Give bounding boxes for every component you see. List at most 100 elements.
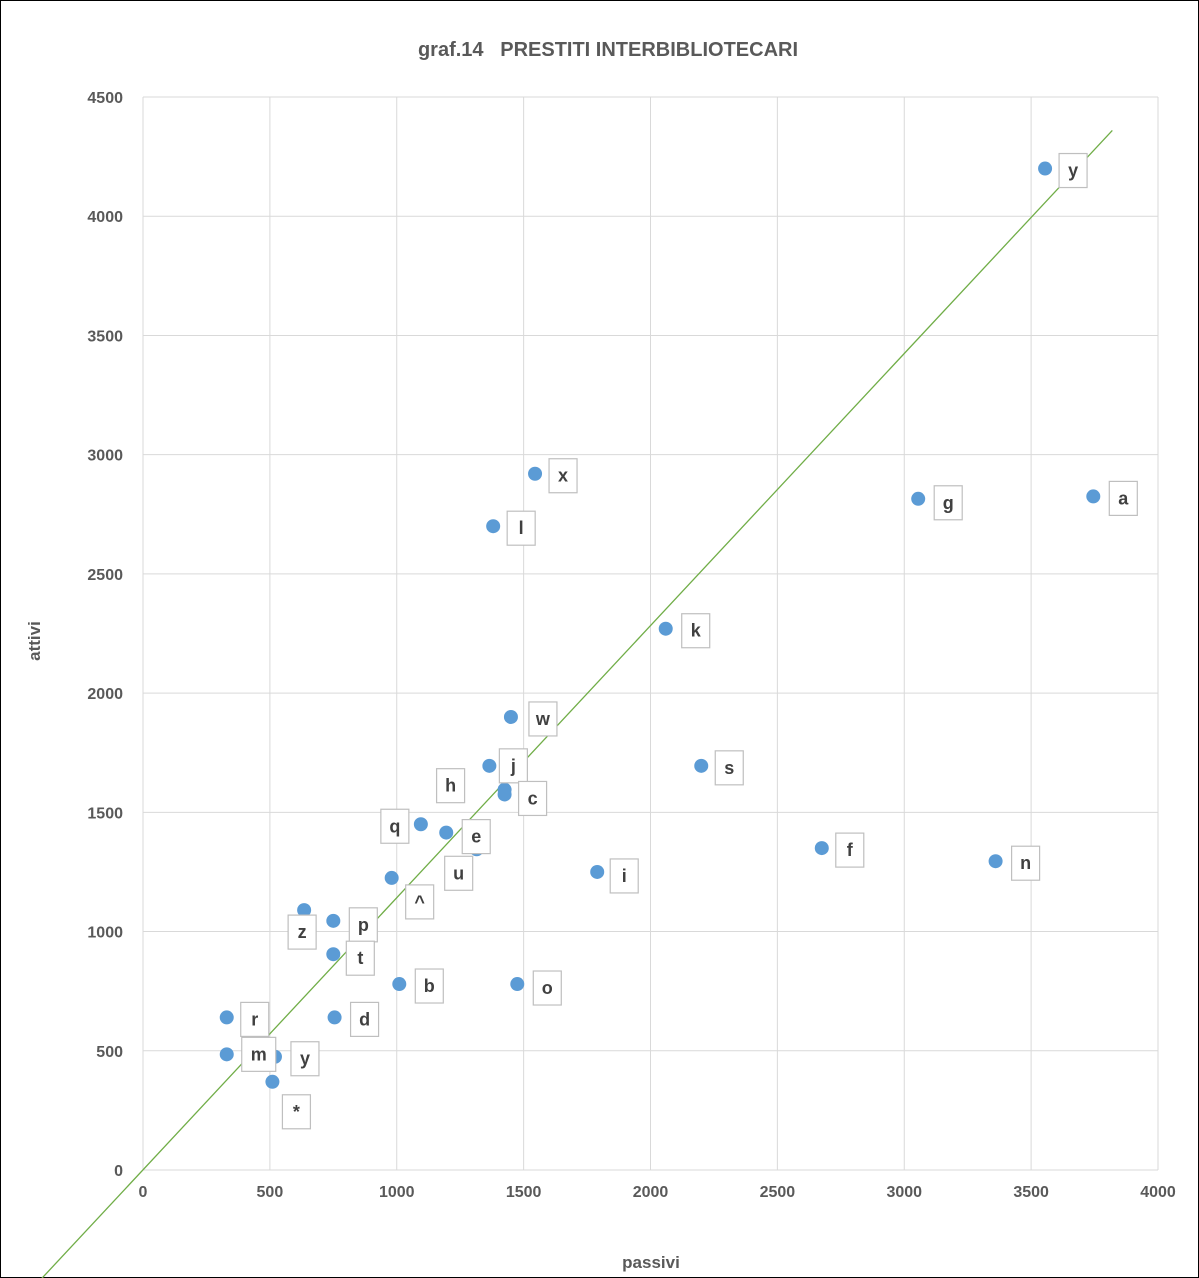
x-tick-label: 3500 [1013,1184,1049,1201]
data-point [326,947,341,962]
data-point [528,466,543,481]
x-tick-label: 500 [257,1184,284,1201]
vertical-gridlines [142,97,1159,1170]
data-points [219,161,1101,1089]
data-point [413,817,428,832]
data-label: s [724,758,734,778]
y-tick-label: 4000 [87,209,123,226]
data-label-box [714,750,744,786]
data-point [1086,489,1101,504]
data-label-box [349,1001,380,1037]
data-label: f [847,840,854,860]
data-label: w [535,709,551,729]
data-label-box [548,458,578,494]
x-tick-label: 2000 [633,1184,669,1201]
data-point [988,854,1003,869]
data-label-box [681,613,711,649]
data-label-box [348,907,378,943]
data-label: n [1020,853,1031,873]
trendline [41,129,1113,1278]
data-point [439,825,454,840]
data-label: u [453,863,464,883]
data-label-box [1010,845,1041,881]
y-axis-label: attivi [25,621,44,661]
y-tick-label: 500 [96,1044,123,1061]
data-label-box [498,748,528,784]
data-point [1038,161,1053,176]
data-point [694,758,709,773]
data-point [384,870,399,885]
data-label-box [1058,152,1088,189]
data-label: t [357,948,363,968]
data-point [326,913,341,928]
x-tick-label: 0 [139,1184,148,1201]
data-point [590,864,605,879]
y-tick-label: 0 [114,1163,123,1180]
y-tick-label: 2000 [87,686,123,703]
x-tick-label: 1000 [379,1184,415,1201]
data-point [327,1010,342,1025]
y-tick-label: 1000 [87,925,123,942]
data-label: x [558,466,568,486]
data-point [297,903,312,918]
data-label: m [251,1044,267,1064]
data-label: l [519,518,524,538]
data-label: z [298,922,307,942]
data-label-box [609,858,639,894]
data-label: g [943,493,954,513]
data-point-labels: y x l g a k w j s h c q eu f n ^ i z pt b o r d m y * [240,152,1138,1130]
data-label-box [1108,480,1138,516]
data-label-box [933,485,963,521]
data-label: c [528,788,538,808]
data-label-box [444,855,474,891]
data-point [486,519,501,534]
data-label-box [240,1001,270,1037]
data-label-box [532,970,562,1006]
data-label: r [251,1009,258,1029]
data-label-box [345,940,375,976]
data-label: b [424,976,435,996]
data-label-box [380,808,410,844]
y-tick-label: 4500 [87,90,123,107]
data-label-box [517,780,548,817]
y-tick-labels: 0 500 1000 1500 2000 2500 3000 3500 4000 4500 [87,90,123,1180]
data-label: o [542,978,553,998]
data-point [219,1047,234,1062]
data-label-box [241,1036,277,1072]
data-label: ^ [414,892,425,912]
x-tick-label: 4000 [1140,1184,1176,1201]
data-label: * [293,1102,300,1122]
data-label-box [405,884,435,920]
data-label: j [510,756,516,776]
data-point [265,1074,280,1089]
x-tick-labels: 0 500 1000 1500 2000 2500 3000 3500 4000 [139,1184,1176,1201]
data-point [392,977,407,992]
data-point [503,709,518,724]
y-tick-label: 2500 [87,567,123,584]
data-label-box [287,914,317,950]
data-label-box [281,1094,312,1130]
data-label: q [389,816,400,836]
x-tick-label: 1500 [506,1184,542,1201]
data-label: e [471,827,481,847]
data-point [219,1010,234,1025]
data-point [497,787,512,802]
data-label: h [445,776,456,796]
data-label-box [506,510,536,546]
data-label: y [1068,161,1078,181]
data-label-box [435,768,466,804]
y-tick-label: 3000 [87,448,123,465]
x-axis-label: passivi [622,1253,680,1272]
x-tick-label: 2500 [760,1184,796,1201]
data-point [814,841,829,856]
chart-title: graf.14 PRESTITI INTERBIBLIOTECARI [418,39,798,61]
data-point [510,977,525,992]
data-point [658,621,673,636]
data-point [911,491,926,506]
data-label-box [835,832,865,868]
data-label-box [290,1041,320,1077]
data-label-box [528,701,558,737]
y-tick-label: 3500 [87,328,123,345]
y-tick-label: 1500 [87,805,123,822]
